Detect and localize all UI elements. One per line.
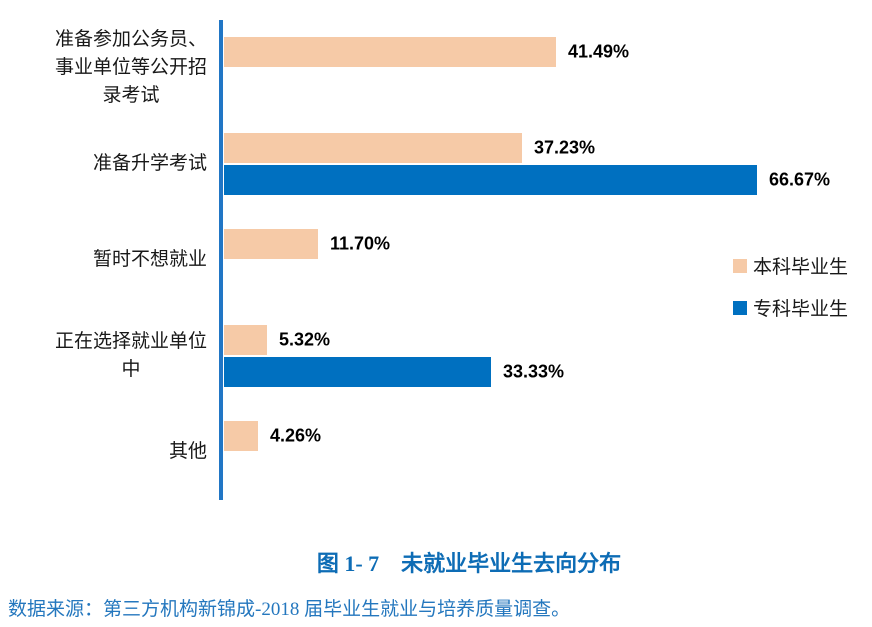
category-label: 其他	[168, 441, 207, 462]
figure-caption: 图 1- 7 未就业毕业生去向分布	[316, 551, 622, 576]
bar-series-0-category-0	[224, 37, 556, 67]
bar-value-label: 66.67%	[769, 169, 831, 190]
bar-series-0-category-3	[224, 325, 267, 355]
bar-chart: 准备参加公务员、 事业单位等公开招 录考试准备升学考试 暂时不想就业正在选择就业单位中…	[0, 20, 848, 500]
chart-legend: 本科毕业生专科毕业生	[733, 252, 848, 321]
data-source-note: 数据来源：第三方机构新锦成-2018 届毕业生就业与培养质量调查。	[8, 599, 571, 620]
category-label: 暂时不想就业	[92, 249, 207, 270]
bar-series-0-category-4	[224, 421, 258, 451]
category-label-band: 准备参加公务员、 事业单位等公开招 录考试	[0, 20, 207, 116]
bar-value-label: 4.26%	[270, 425, 322, 446]
bar-value-label: 37.23%	[534, 137, 596, 158]
category-label-band: 正在选择就业单位中	[0, 308, 207, 404]
legend-item-0: 本科毕业生	[733, 252, 848, 279]
legend-swatch-icon	[733, 258, 747, 273]
bar-series-0-category-1	[224, 133, 522, 163]
bar-value-label: 11.70%	[330, 233, 391, 254]
category-label-band: 暂时不想就业	[0, 212, 207, 308]
legend-swatch-icon	[733, 300, 747, 315]
category-label-band: 准备升学考试	[0, 116, 207, 212]
category-label: 准备升学考试	[92, 153, 207, 174]
category-label-band: 其他	[0, 404, 207, 500]
bar-value-label: 5.32%	[279, 329, 331, 350]
bar-value-label: 41.49%	[568, 41, 630, 62]
bar-series-1-category-1	[224, 165, 757, 195]
legend-label: 专科毕业生	[753, 299, 849, 320]
legend-item-1: 专科毕业生	[733, 294, 848, 321]
bar-series-1-category-3	[224, 357, 491, 387]
bar-series-0-category-2	[224, 229, 318, 259]
category-label: 准备参加公务员、 事业单位等公开招 录考试	[54, 29, 207, 106]
category-label: 正在选择就业单位中	[54, 331, 207, 380]
category-axis-line	[219, 20, 223, 500]
legend-label: 本科毕业生	[753, 257, 849, 278]
bar-value-label: 33.33%	[503, 361, 565, 382]
